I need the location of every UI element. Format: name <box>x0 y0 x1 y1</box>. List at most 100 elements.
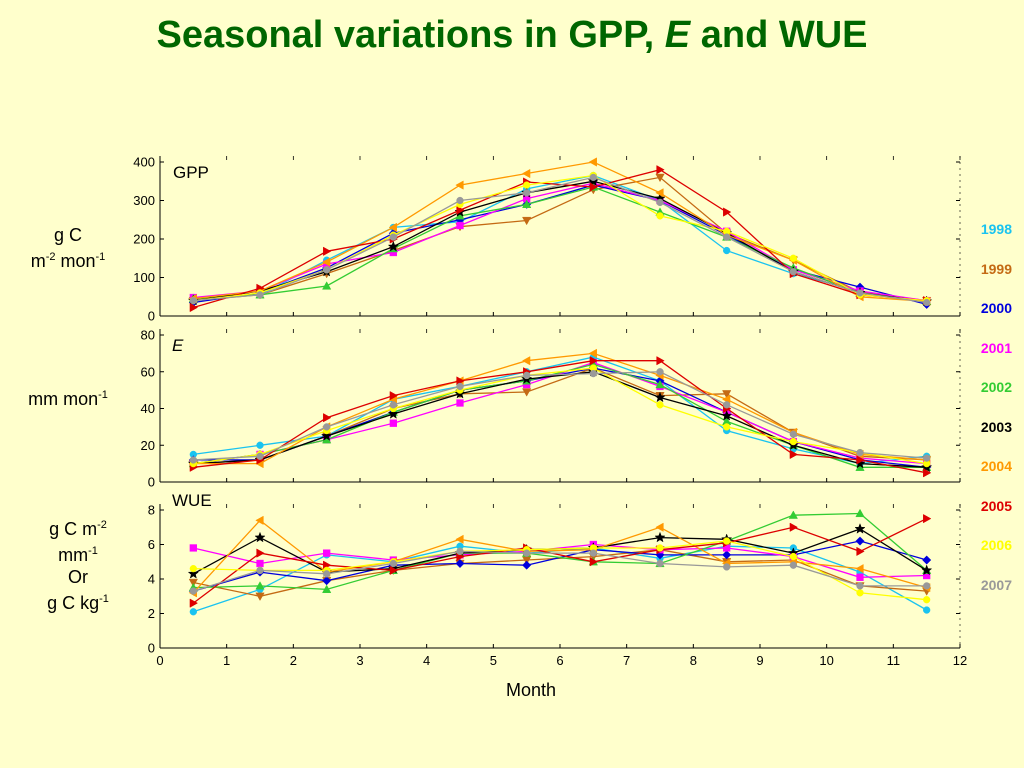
series-2005 <box>189 514 932 608</box>
series-line-2007 <box>193 371 927 461</box>
series-line-2005 <box>192 518 927 604</box>
series-line-2002 <box>193 186 927 303</box>
data-point <box>522 199 532 208</box>
y-tick-label: 6 <box>148 537 155 552</box>
series-2002 <box>188 359 932 471</box>
legend-item-2003: 2003 <box>980 418 1012 435</box>
data-point <box>656 198 664 207</box>
data-point <box>389 391 399 401</box>
data-point <box>387 240 399 252</box>
x-tick-label: 2 <box>290 653 297 668</box>
legend-item-1998: 1998 <box>980 221 1012 237</box>
data-point <box>455 534 464 544</box>
data-point <box>655 188 664 198</box>
legend-item-2002: 2002 <box>980 379 1012 395</box>
data-point <box>321 257 331 267</box>
data-point <box>589 182 599 192</box>
series-2006 <box>189 171 931 305</box>
y-tick-label: 300 <box>133 193 155 208</box>
title-main: Seasonal variations in GPP, <box>156 14 655 56</box>
data-point <box>189 296 197 305</box>
data-point <box>923 606 931 614</box>
data-point <box>923 596 931 604</box>
data-point <box>456 382 464 391</box>
data-point <box>255 515 264 525</box>
series-2001 <box>189 179 931 305</box>
y-tick-label: 4 <box>148 572 155 587</box>
data-point <box>322 584 332 593</box>
data-point <box>656 356 665 366</box>
e-ylabel: mm mon-1 <box>28 389 108 409</box>
series-line-2006 <box>193 540 927 601</box>
series-line-2003 <box>193 180 927 303</box>
data-point <box>456 547 464 556</box>
panel-gpp: 0 100 200 300 400 GPP <box>133 155 961 324</box>
data-point <box>856 448 864 457</box>
series-line-2005 <box>193 360 927 474</box>
data-point <box>656 559 664 568</box>
x-tick-label: 3 <box>356 653 363 668</box>
data-point <box>521 356 531 366</box>
data-point <box>789 254 797 262</box>
data-point <box>323 246 332 256</box>
series-line-2002 <box>193 512 928 591</box>
x-tick-label: 6 <box>556 653 563 668</box>
data-point <box>456 399 464 407</box>
series-line-2007 <box>193 176 927 304</box>
data-point <box>855 564 864 574</box>
x-axis-label: Month <box>506 680 556 700</box>
data-point <box>656 165 665 175</box>
data-point <box>189 544 197 552</box>
data-point <box>254 531 266 543</box>
data-point <box>456 196 464 205</box>
series-2007 <box>189 547 931 595</box>
data-point <box>189 456 197 464</box>
data-point <box>189 598 199 608</box>
x-tick-label: 4 <box>423 653 430 668</box>
x-tick-label: 7 <box>623 653 630 668</box>
data-point <box>923 468 932 478</box>
data-point <box>854 523 866 534</box>
data-point <box>255 592 265 601</box>
series-line-1999 <box>193 176 927 302</box>
gpp-ylabel: g C m-2 mon-1 <box>10 224 126 272</box>
series-2007 <box>189 368 931 464</box>
y-tick-label: 0 <box>148 475 155 490</box>
data-point <box>189 302 199 313</box>
panel-label: GPP <box>173 163 209 182</box>
data-point <box>789 449 799 460</box>
y-tick-label: 8 <box>148 503 155 518</box>
data-point <box>255 581 265 590</box>
data-point <box>655 173 665 183</box>
data-point <box>456 205 465 215</box>
data-point <box>656 368 664 376</box>
y-tick-label: 100 <box>133 270 155 285</box>
gpp-ylabel-line2: m-2 mon-1 <box>30 251 106 271</box>
data-point <box>855 536 865 546</box>
title-italic: E <box>664 14 691 56</box>
data-point <box>855 508 865 518</box>
panel-label: E <box>172 336 184 355</box>
data-point <box>654 391 666 403</box>
data-point <box>387 408 399 419</box>
data-point <box>856 573 864 581</box>
data-point <box>389 233 397 241</box>
y-tick-label: 2 <box>148 606 155 621</box>
series-line-2007 <box>193 550 927 592</box>
series-1998 <box>189 171 931 307</box>
data-point <box>856 546 865 557</box>
x-tick-label: 5 <box>490 653 497 668</box>
x-tick-label: 11 <box>887 653 901 668</box>
data-point <box>789 561 797 569</box>
data-point <box>723 246 731 255</box>
data-point <box>321 430 333 441</box>
legend-item-2007: 2007 <box>980 576 1012 593</box>
series-1998 <box>189 353 931 468</box>
data-point <box>323 266 331 274</box>
series-line-1998 <box>193 356 927 465</box>
data-point <box>589 557 599 567</box>
data-point <box>723 207 732 217</box>
series-line-2004 <box>193 161 927 303</box>
data-point <box>923 514 932 524</box>
data-point <box>723 537 731 545</box>
